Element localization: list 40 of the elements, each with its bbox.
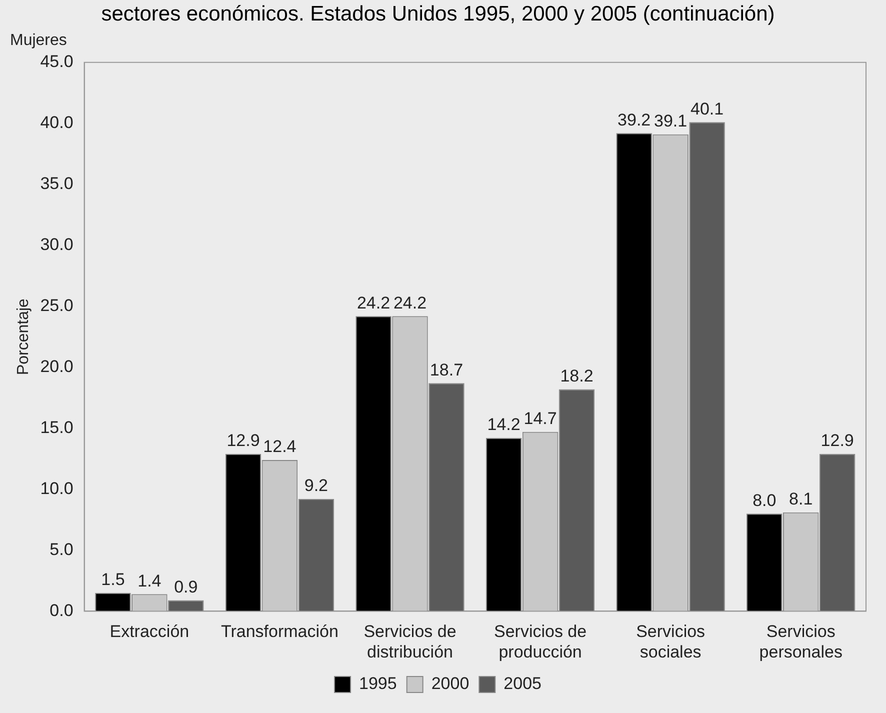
data-label: 1.4	[138, 571, 162, 590]
y-tick-label: 0.0	[50, 600, 74, 620]
data-label: 14.2	[487, 415, 520, 434]
data-label: 39.1	[654, 112, 688, 131]
y-axis-title: Porcentaje	[15, 298, 32, 376]
y-tick-label: 25.0	[40, 296, 74, 315]
data-label: 8.1	[789, 490, 813, 509]
legend-label: 2005	[504, 674, 542, 694]
y-tick-label: 30.0	[40, 235, 74, 254]
data-label: 0.9	[174, 577, 198, 596]
data-label: 24.2	[356, 293, 390, 312]
x-tick-label: Servicios de producción	[494, 622, 587, 662]
data-label: 24.2	[393, 293, 427, 312]
y-tick-label: 15.0	[40, 418, 74, 437]
x-tick-label: Extracción	[110, 622, 190, 642]
y-tick-label: 45.0	[40, 52, 74, 72]
data-label: 39.2	[618, 110, 651, 130]
x-tick-label: Transformación	[220, 622, 338, 642]
data-label: 12.9	[820, 431, 854, 450]
x-tick-label: Servicios personales	[759, 622, 842, 662]
y-tick-label: 35.0	[40, 174, 74, 194]
chart-subtitle: Mujeres	[10, 32, 67, 50]
data-label: 12.9	[226, 431, 260, 450]
data-label: 14.7	[524, 409, 557, 428]
y-tick-label: 5.0	[50, 540, 74, 559]
data-label: 18.7	[430, 360, 464, 380]
y-tick-label: 20.0	[40, 356, 74, 376]
data-label: 12.4	[263, 437, 296, 456]
data-label: 18.2	[560, 366, 594, 386]
chart-title: sectores económicos. Estados Unidos 1995, 2000 y 2005 (continuación)	[101, 2, 775, 26]
y-tick-label: 10.0	[40, 478, 74, 498]
x-tick-label: Servicios de distribución	[364, 622, 456, 662]
legend-label: 2000	[431, 674, 470, 694]
legend-label: 1995	[359, 674, 397, 694]
x-tick-label: Servicios sociales	[636, 622, 706, 662]
data-label: 9.2	[304, 476, 328, 496]
data-label: 40.1	[690, 99, 724, 118]
data-label: 1.5	[101, 570, 125, 590]
y-tick-label: 40.0	[40, 113, 74, 132]
data-label: 8.0	[752, 490, 776, 510]
